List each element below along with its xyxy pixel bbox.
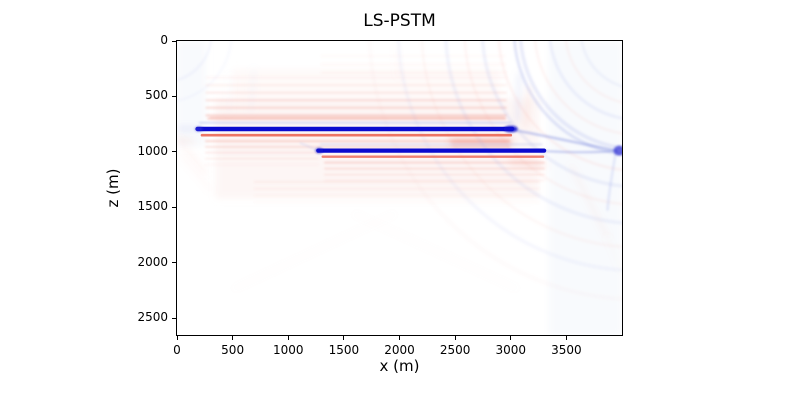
y-tick-mark [172,262,176,264]
seismic-image [177,41,622,335]
r1-left-endcap [194,126,203,132]
y-tick-label: 2000 [137,254,168,269]
y-tick-label: 1500 [137,199,168,214]
x-tick-mark [565,336,567,340]
x-tick-label: 3500 [551,343,582,357]
x-tick-mark [232,336,234,340]
right-edge-blob [613,145,622,156]
x-tick-mark [287,336,289,340]
vertical-wisp-blue [227,73,233,115]
y-tick-mark [172,40,176,42]
y-tick-mark [172,317,176,319]
vertical-wisp-blue [249,68,255,114]
y-tick-label: 500 [145,88,168,103]
y-tick-label: 0 [160,33,168,47]
x-tick-mark [454,336,456,340]
r1-right-endcap [503,125,518,133]
y-tick-mark [172,206,176,208]
x-tick-mark [510,336,512,340]
streak-lower-left [179,154,213,192]
streak-right [570,165,609,238]
left-edge-red-smear [177,137,196,143]
x-tick-label: 2500 [439,343,471,357]
x-tick-label: 0 [173,343,181,357]
arc-tail-below-blob [606,150,618,211]
x-tick-label: 1000 [272,343,304,357]
x-tick-label: 2000 [384,343,415,357]
x-tick-label: 1500 [328,343,360,357]
x-tick-mark [343,336,345,340]
y-tick-label: 2500 [137,310,168,325]
x-tick-mark [399,336,400,340]
r2-tail [543,149,617,154]
x-axis-label: x (m) [379,357,420,375]
y-tick-mark [172,95,176,97]
x-tick-mark [176,336,178,340]
y-tick-label: 1000 [137,143,168,158]
plot-area [176,40,623,336]
vertical-smudge-blue [515,72,521,123]
deep-cross [233,213,395,290]
vertical-smudge-red [524,85,531,127]
y-tick-mark [172,151,176,153]
vertical-wisp-red [395,46,400,79]
y-axis-label: z (m) [104,168,122,208]
streak-lower-left [178,139,207,174]
x-tick-label: 500 [221,343,245,357]
r2-left-endcap [315,147,324,154]
x-tick-label: 3000 [495,343,527,357]
streak-right [605,235,622,272]
chart-title: LS-PSTM [363,11,436,31]
deep-cross [353,213,518,290]
r1-tail [510,128,618,153]
